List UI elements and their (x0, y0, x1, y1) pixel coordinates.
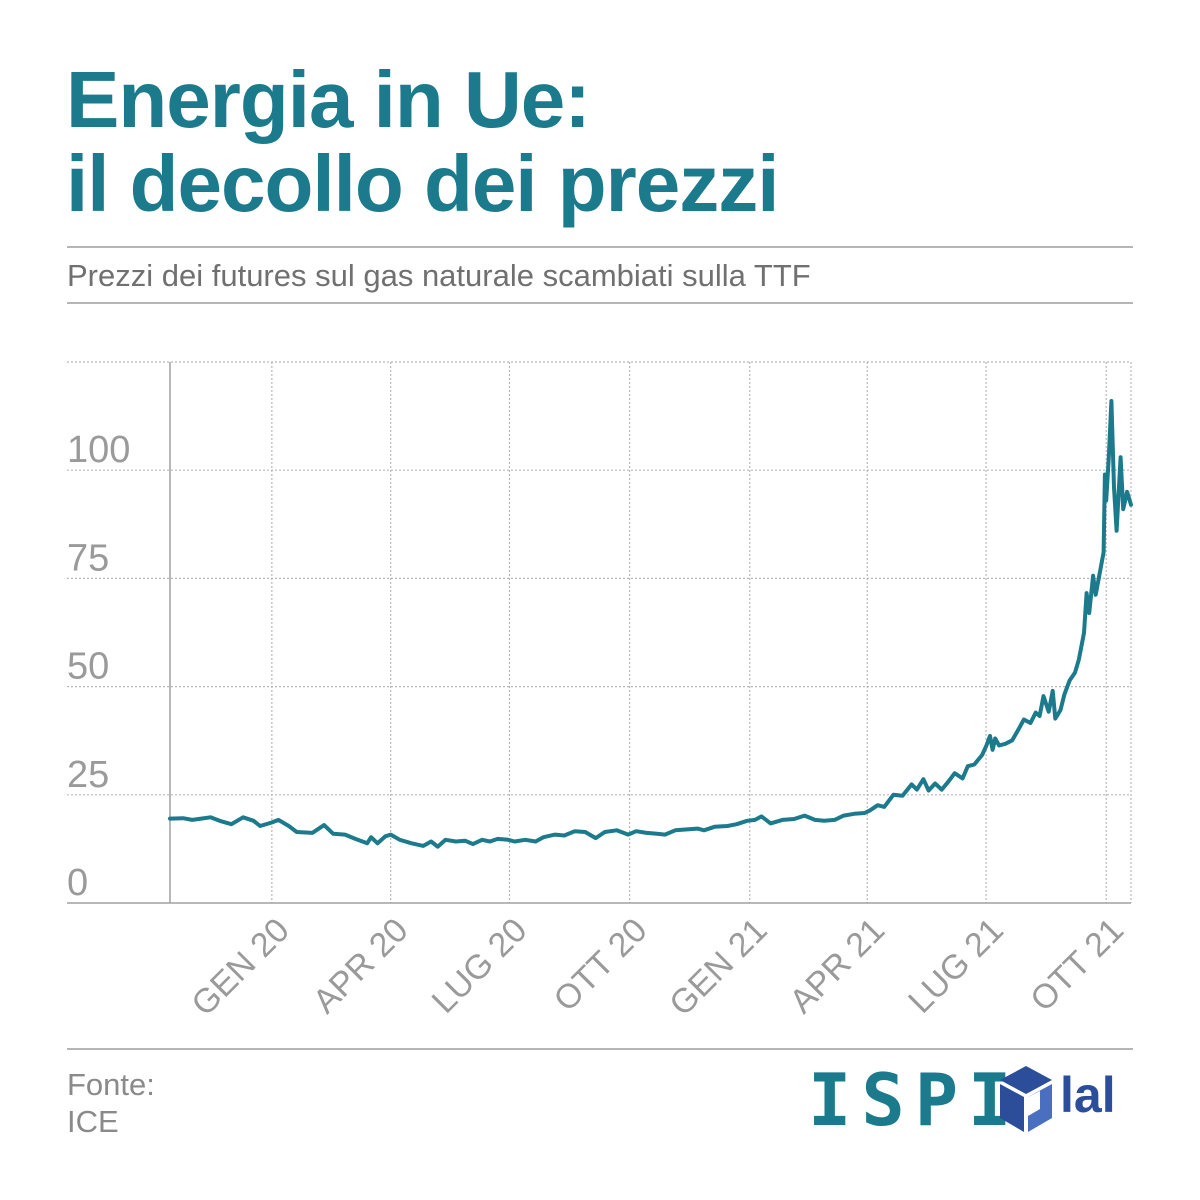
chart-title: Energia in Ue: il decollo dei prezzi (66, 55, 779, 228)
x-tick-label: GEN 20 (184, 911, 296, 1023)
x-tick-label: APR 21 (782, 911, 892, 1021)
ispi-logo: ISPI (808, 1062, 1021, 1138)
iai-logo: lal (996, 1060, 1136, 1140)
y-axis-ticks: 0 25 50 75 100 (67, 429, 130, 904)
iai-cube-icon (1000, 1066, 1052, 1132)
x-tick-label: OTT 21 (1023, 911, 1131, 1019)
divider-subtitle (67, 302, 1133, 304)
x-tick-label: LUG 20 (425, 911, 535, 1021)
chart-title-line-1: Energia in Ue: (66, 55, 591, 144)
x-tick-label: APR 20 (306, 911, 416, 1021)
chart-grid (67, 361, 1132, 903)
price-chart: 0 25 50 75 100 GEN 20 APR 20 LUG 20 OTT 20 GEN 2… (67, 361, 1133, 1023)
y-tick-label: 75 (67, 537, 109, 579)
chart-axes (67, 362, 1131, 904)
ispi-logo-text: ISPI (808, 1058, 1022, 1142)
x-axis-ticks: GEN 20 APR 20 LUG 20 OTT 20 GEN 21 APR 21 LUG … (184, 911, 1131, 1023)
y-tick-label: 0 (67, 862, 88, 904)
x-tick-label: OTT 20 (547, 911, 655, 1019)
iai-logo-text: lal (1060, 1067, 1116, 1123)
source-name: ICE (67, 1104, 119, 1139)
x-tick-label: GEN 21 (662, 911, 774, 1023)
source-note: Fonte: ICE (67, 1066, 155, 1140)
divider-footer (67, 1048, 1133, 1050)
chart-subtitle: Prezzi dei futures sul gas naturale scam… (67, 258, 811, 293)
series-group (168, 399, 1133, 849)
x-tick-label: LUG 21 (901, 911, 1011, 1021)
y-tick-label: 25 (67, 754, 109, 796)
chart-title-line-2: il decollo dei prezzi (66, 139, 779, 228)
divider-top (67, 246, 1133, 248)
y-tick-label: 100 (67, 429, 130, 471)
y-tick-label: 50 (67, 646, 109, 688)
source-label: Fonte: (67, 1067, 155, 1102)
series-line-0 (168, 399, 1133, 849)
